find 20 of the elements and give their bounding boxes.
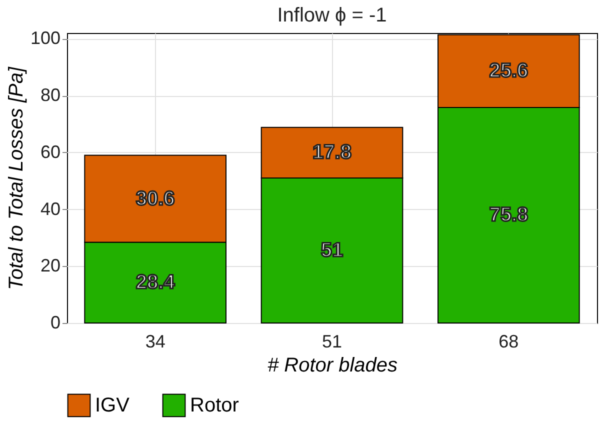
y-tick-label: 80 [40, 85, 60, 106]
data-label: 51 [320, 240, 344, 262]
y-tick-label: 20 [40, 256, 60, 276]
y-tick-label: 0 [50, 312, 60, 332]
x-tick-label: 51 [322, 332, 342, 352]
y-tick-label: 100 [30, 28, 60, 48]
y-tick-label: 40 [40, 198, 60, 219]
data-label: 17.8 [312, 142, 352, 164]
chart-title: Inflow ϕ = -1 [277, 4, 387, 27]
x-tick-label: 68 [498, 332, 519, 352]
legend-label: IGV [95, 394, 130, 416]
x-tick-label: 34 [145, 332, 166, 352]
data-label: 30.6 [136, 188, 175, 210]
data-label: 28.4 [136, 272, 176, 294]
y-tick-label: 60 [40, 142, 60, 162]
legend-label: Rotor [190, 394, 240, 416]
y-axis-title: Total to Total Losses [Pa] [5, 66, 28, 290]
x-axis-title: # Rotor blades [267, 354, 398, 376]
data-label: 75.8 [489, 204, 528, 226]
data-label: 25.6 [489, 60, 528, 82]
